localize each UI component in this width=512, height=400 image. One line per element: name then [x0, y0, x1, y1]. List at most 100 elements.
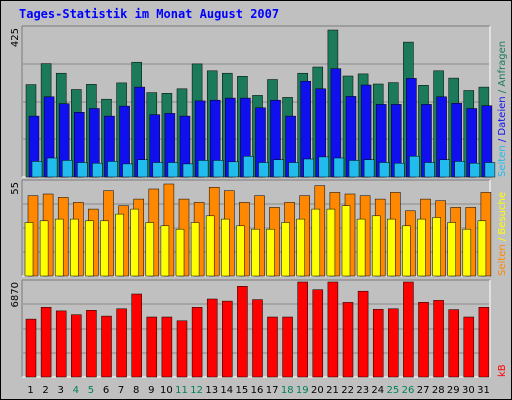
scale-max-label: 425: [10, 28, 21, 47]
axis-title-segment: Seiten: [497, 145, 508, 177]
bar-seiten-30: [462, 228, 472, 277]
axis-title-segment: Dateien: [497, 96, 508, 135]
bar-seiten-15: [243, 155, 254, 178]
day-label-12: 12: [190, 385, 203, 396]
bar-seiten-29: [447, 222, 456, 277]
bar-kb-24: [372, 309, 384, 378]
bar-seiten-16: [251, 228, 260, 277]
day-label-17: 17: [266, 385, 279, 396]
day-labels: 1 2 3 4 5 6 7 8 9 10 11 12 13 14 15 16 17 18 19 20 21 22 23 24 2…: [27, 385, 490, 396]
bar-seiten-7: [122, 163, 133, 178]
day-label-10: 10: [160, 385, 173, 396]
bar-seiten-24: [371, 215, 381, 277]
bar-kb-31: [478, 307, 490, 378]
bar-seiten-3: [61, 160, 73, 178]
bar-seiten-4: [77, 162, 88, 178]
bar-kb-18: [282, 316, 293, 378]
bar-seiten-10: [160, 225, 170, 277]
day-label-4: 4: [73, 385, 79, 396]
bar-kb-15: [237, 286, 248, 378]
day-label-21: 21: [326, 385, 339, 396]
bar-seiten-18: [288, 162, 299, 178]
bar-seiten-30: [469, 162, 481, 178]
bar-seiten-21: [333, 157, 345, 178]
bar-seiten-12: [190, 222, 200, 277]
bar-seiten-22: [348, 160, 360, 178]
bar-seiten-22: [341, 205, 351, 277]
bar-kb-13: [206, 298, 218, 378]
day-label-2: 2: [42, 385, 48, 396]
bar-seiten-13: [212, 160, 224, 178]
day-label-9: 9: [148, 385, 154, 396]
bar-seiten-19: [303, 158, 314, 178]
bar-kb-20: [312, 289, 324, 378]
bar-seiten-11: [182, 163, 194, 178]
bar-seiten-2: [46, 157, 58, 178]
axis-title-segment: kB: [497, 364, 508, 377]
scale-max-label: 55: [10, 182, 21, 195]
bar-kb-28: [433, 300, 444, 378]
bar-seiten-9: [145, 222, 155, 277]
bar-seiten-31: [477, 220, 487, 277]
bar-seiten-4: [70, 218, 79, 277]
bar-seiten-1: [31, 161, 43, 178]
day-label-18: 18: [281, 385, 294, 396]
bar-seiten-5: [85, 220, 94, 277]
bar-seiten-27: [417, 218, 426, 277]
bar-seiten-17: [266, 228, 275, 277]
bar-seiten-28: [432, 217, 441, 277]
bar-kb-29: [448, 309, 459, 378]
bar-kb-21: [327, 281, 339, 378]
bar-kb-27: [418, 302, 429, 378]
bar-kb-23: [357, 290, 369, 378]
bar-seiten-20: [311, 208, 321, 277]
bar-seiten-10: [167, 162, 179, 178]
bar-seiten-26: [409, 155, 420, 178]
bar-kb-17: [267, 316, 278, 378]
day-label-29: 29: [447, 385, 460, 396]
day-label-1: 1: [27, 385, 33, 396]
bar-kb-8: [131, 293, 142, 378]
bar-seiten-14: [228, 161, 239, 178]
bar-seiten-3: [54, 218, 64, 277]
bar-seiten-8: [130, 208, 139, 277]
bar-seiten-15: [236, 225, 245, 277]
bar-seiten-23: [356, 218, 366, 277]
bar-seiten-6: [100, 220, 109, 277]
chart-panels: 425 Seiten / Dateien / Anfragen 55 Seiten /…: [10, 25, 508, 378]
day-label-15: 15: [236, 385, 249, 396]
bar-seiten-18: [281, 222, 290, 277]
bar-seiten-31: [484, 162, 496, 178]
bar-seiten-1: [24, 222, 34, 277]
day-label-20: 20: [311, 385, 324, 396]
day-label-16: 16: [251, 385, 264, 396]
bar-seiten-14: [221, 218, 230, 277]
day-label-24: 24: [371, 385, 384, 396]
day-label-8: 8: [133, 385, 139, 396]
day-label-6: 6: [103, 385, 109, 396]
bar-kb-1: [25, 318, 37, 378]
day-label-23: 23: [356, 385, 369, 396]
axis-title-segment: /: [497, 235, 508, 245]
axis-title-visits: Seiten / Besuche: [497, 192, 508, 276]
day-label-30: 30: [462, 385, 475, 396]
bar-seiten-5: [92, 162, 103, 178]
bar-seiten-13: [205, 215, 215, 277]
panel-hits: 425 Seiten / Dateien / Anfragen: [10, 25, 508, 178]
bar-seiten-12: [197, 160, 209, 178]
bar-seiten-29: [454, 161, 465, 178]
bar-seiten-16: [258, 162, 269, 178]
day-label-13: 13: [205, 385, 218, 396]
day-label-27: 27: [417, 385, 430, 396]
day-label-25: 25: [387, 385, 400, 396]
bar-kb-3: [55, 310, 67, 378]
axis-title-segment: Seiten: [497, 244, 508, 276]
bar-kb-25: [388, 308, 399, 378]
bar-kb-2: [40, 307, 52, 378]
bar-seiten-27: [424, 162, 435, 178]
bar-seiten-2: [39, 220, 49, 277]
day-label-7: 7: [118, 385, 124, 396]
bar-seiten-8: [137, 159, 148, 178]
bar-seiten-9: [152, 162, 164, 178]
